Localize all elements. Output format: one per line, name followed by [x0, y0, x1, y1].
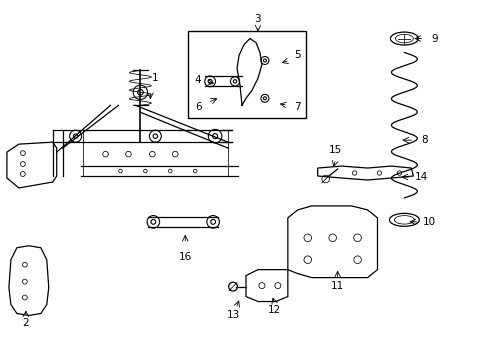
Text: 12: 12 [268, 306, 282, 315]
Text: 6: 6 [195, 102, 201, 112]
Text: 7: 7 [294, 102, 301, 112]
Text: 16: 16 [179, 252, 192, 262]
Text: 15: 15 [329, 145, 343, 155]
Text: 10: 10 [423, 217, 436, 227]
Text: 11: 11 [331, 280, 344, 291]
Text: 14: 14 [415, 172, 428, 182]
Text: 4: 4 [195, 75, 201, 85]
Text: 3: 3 [255, 14, 261, 24]
Text: 13: 13 [226, 310, 240, 320]
Text: 1: 1 [152, 73, 159, 84]
Text: 9: 9 [431, 33, 438, 44]
Text: 2: 2 [23, 319, 29, 328]
Text: 5: 5 [294, 50, 301, 60]
Text: 8: 8 [421, 135, 428, 145]
FancyBboxPatch shape [188, 31, 306, 118]
